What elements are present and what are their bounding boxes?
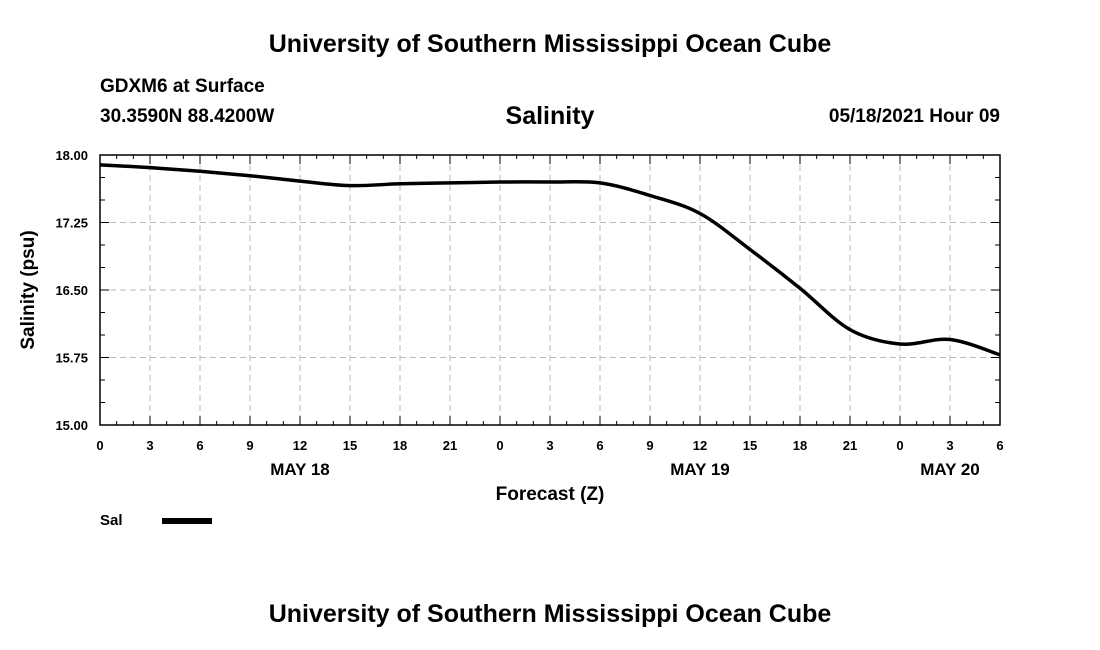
coordinates-label: 30.3590N 88.4200W [100,106,275,127]
x-tick-label: 15 [343,438,357,453]
forecast-datetime: 05/18/2021 Hour 09 [828,106,1000,127]
y-tick-label: 15.75 [55,351,88,366]
x-axis-label: Forecast (Z) [496,484,605,505]
series-line-sal [99,163,1001,357]
x-tick-label: 3 [546,438,553,453]
plot-frame [99,154,1001,426]
legend-label: Sal [100,512,123,529]
x-tick-label: 18 [393,438,407,453]
y-tick-label: 15.00 [55,418,88,433]
y-axis-label: Salinity (psu) [18,230,39,349]
date-label: MAY 19 [670,460,730,479]
date-label: MAY 18 [270,460,330,479]
y-tick-label: 17.25 [55,216,88,231]
x-tick-label: 21 [843,438,857,453]
y-tick-label: 18.00 [55,148,88,163]
x-tick-label: 0 [496,438,503,453]
x-tick-label: 6 [996,438,1003,453]
station-label: GDXM6 at Surface [100,76,265,97]
x-tick-label: 15 [743,438,757,453]
x-tick-label: 0 [896,438,903,453]
x-tick-label: 21 [443,438,457,453]
y-tick-label: 16.50 [55,283,88,298]
x-tick-label: 12 [693,438,707,453]
x-tick-label: 6 [196,438,203,453]
x-tick-label: 9 [646,438,653,453]
page-title-top: University of Southern Mississippi Ocean… [268,30,832,58]
x-tick-label: 6 [596,438,603,453]
x-tick-label: 12 [293,438,307,453]
page-title-bottom: University of Southern Mississippi Ocean… [268,600,832,628]
x-tick-label: 3 [946,438,953,453]
x-tick-label: 9 [246,438,253,453]
x-tick-label: 18 [793,438,807,453]
x-tick-label: 3 [146,438,153,453]
x-tick-label: 0 [96,438,103,453]
date-label: MAY 20 [920,460,980,479]
chart-title: Salinity [505,102,595,130]
